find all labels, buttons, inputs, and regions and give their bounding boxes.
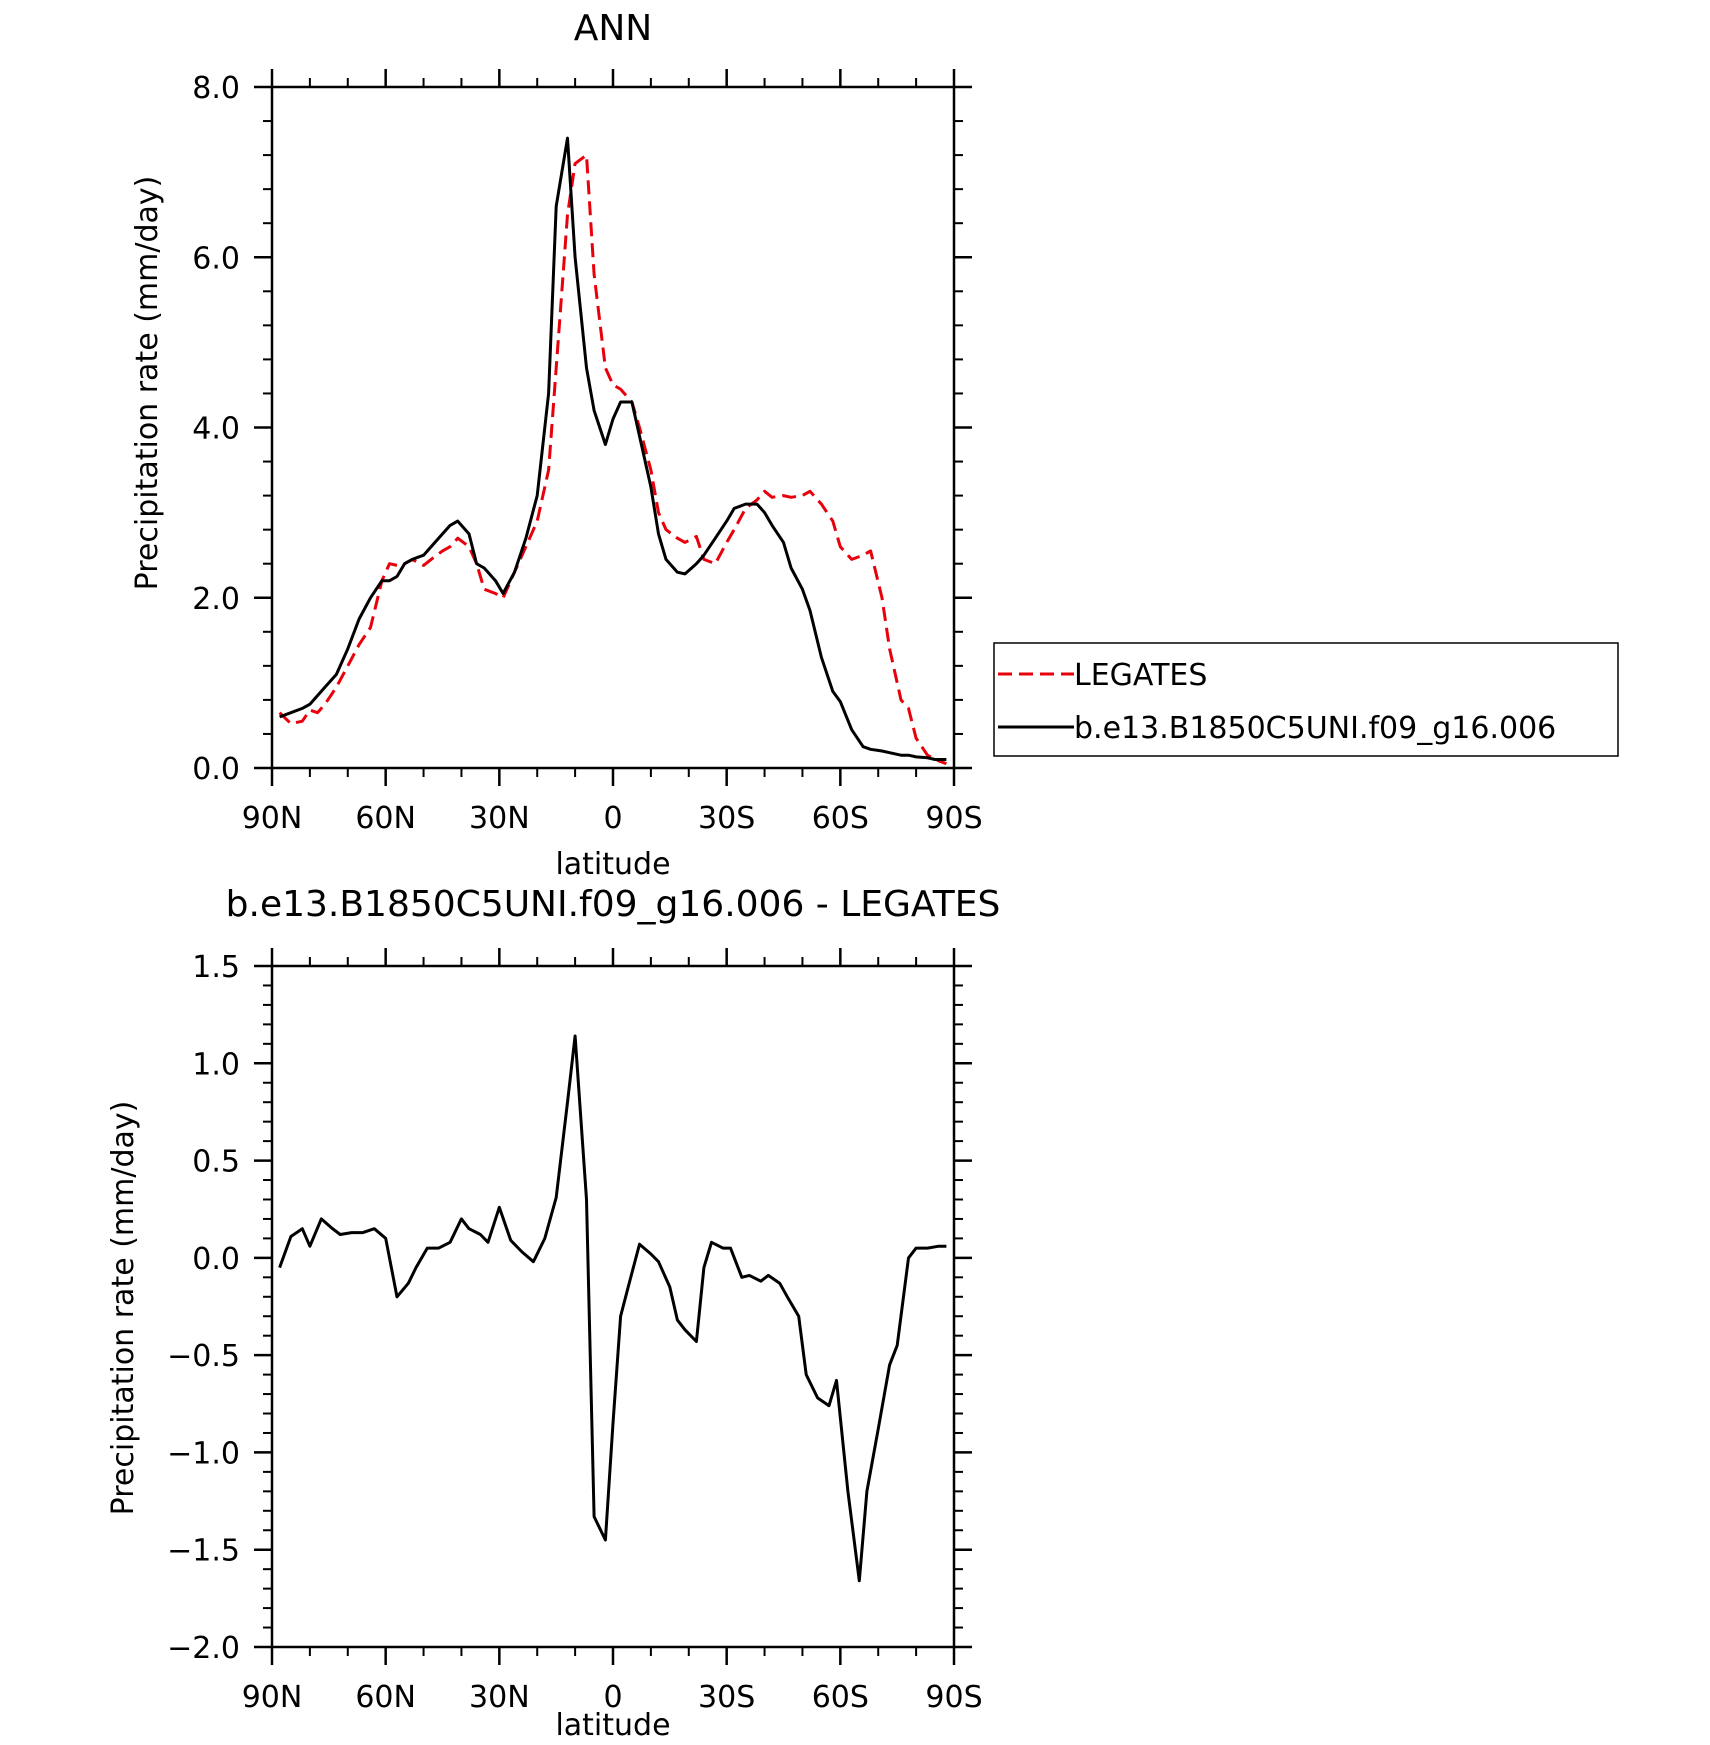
top-x-tick-label: 0 bbox=[603, 801, 622, 836]
top-panel: ANN Precipitation rate (mm/day) latitude… bbox=[130, 8, 1619, 882]
bottom-panel: b.e13.B1850C5UNI.f09_g16.006 - LEGATES P… bbox=[106, 884, 1000, 1743]
top-x-tick-label: 60N bbox=[355, 801, 416, 836]
bottom-plot-frame bbox=[270, 964, 956, 1649]
top-x-tick-label: 30N bbox=[469, 801, 530, 836]
bottom-series-lines bbox=[278, 1034, 947, 1583]
bottom-y-tick-label: 1.0 bbox=[192, 1047, 240, 1082]
bottom-x-tick-label: 90N bbox=[242, 1680, 303, 1715]
top-y-tick-label: 0.0 bbox=[192, 752, 240, 787]
bottom-x-axis-label: latitude bbox=[555, 1708, 670, 1743]
bottom-y-tick-label: −2.0 bbox=[167, 1631, 240, 1666]
top-y-axis-label: Precipitation rate (mm/day) bbox=[130, 176, 165, 591]
top-chart-title: ANN bbox=[574, 8, 653, 49]
bottom-x-tick-label: 90S bbox=[925, 1680, 982, 1715]
top-x-axis-label: latitude bbox=[555, 847, 670, 882]
legend-label-legates: LEGATES bbox=[1074, 658, 1207, 693]
bottom-axis-ticks: 90N 60N 30N 0 30S 60S 90S 1.5 1.0 0.5 0.0 −0.5 −1.0 −… bbox=[167, 948, 983, 1715]
bottom-x-tick-label: 60N bbox=[355, 1680, 416, 1715]
bottom-y-tick-label: 0.5 bbox=[192, 1145, 240, 1180]
top-plot-frame bbox=[270, 85, 956, 770]
top-y-tick-label: 4.0 bbox=[192, 412, 240, 447]
top-series-lines bbox=[278, 136, 947, 766]
legend-box bbox=[993, 642, 1619, 757]
top-x-tick-label: 90S bbox=[925, 801, 982, 836]
bottom-x-tick-label: 30S bbox=[698, 1680, 755, 1715]
legend-label-model: b.e13.B1850C5UNI.f09_g16.006 bbox=[1074, 711, 1556, 746]
top-x-tick-label: 30S bbox=[698, 801, 755, 836]
bottom-series-line-0 bbox=[278, 1034, 947, 1583]
legend: LEGATES b.e13.B1850C5UNI.f09_g16.006 bbox=[993, 642, 1619, 757]
top-axis-ticks: 90N 60N 30N 0 30S 60S 90S 0.0 2.0 4.0 6.0 8.0 bbox=[192, 69, 983, 836]
bottom-x-tick-label: 0 bbox=[603, 1680, 622, 1715]
bottom-x-tick-label: 30N bbox=[469, 1680, 530, 1715]
top-x-tick-label: 60S bbox=[812, 801, 869, 836]
top-x-tick-label: 90N bbox=[242, 801, 303, 836]
top-y-tick-label: 6.0 bbox=[192, 241, 240, 276]
top-y-tick-label: 2.0 bbox=[192, 582, 240, 617]
top-series-line-1 bbox=[279, 136, 947, 761]
bottom-y-tick-label: −1.0 bbox=[167, 1436, 240, 1471]
bottom-y-tick-label: −1.5 bbox=[167, 1534, 240, 1569]
bottom-y-tick-label: 0.0 bbox=[192, 1242, 240, 1277]
bottom-y-tick-label: −0.5 bbox=[167, 1339, 240, 1374]
top-y-tick-label: 8.0 bbox=[192, 71, 240, 106]
top-series-line-0 bbox=[278, 153, 947, 766]
bottom-y-axis-label: Precipitation rate (mm/day) bbox=[106, 1101, 141, 1516]
bottom-y-tick-label: 1.5 bbox=[192, 950, 240, 985]
bottom-chart-title: b.e13.B1850C5UNI.f09_g16.006 - LEGATES bbox=[226, 884, 1001, 925]
bottom-x-tick-label: 60S bbox=[812, 1680, 869, 1715]
